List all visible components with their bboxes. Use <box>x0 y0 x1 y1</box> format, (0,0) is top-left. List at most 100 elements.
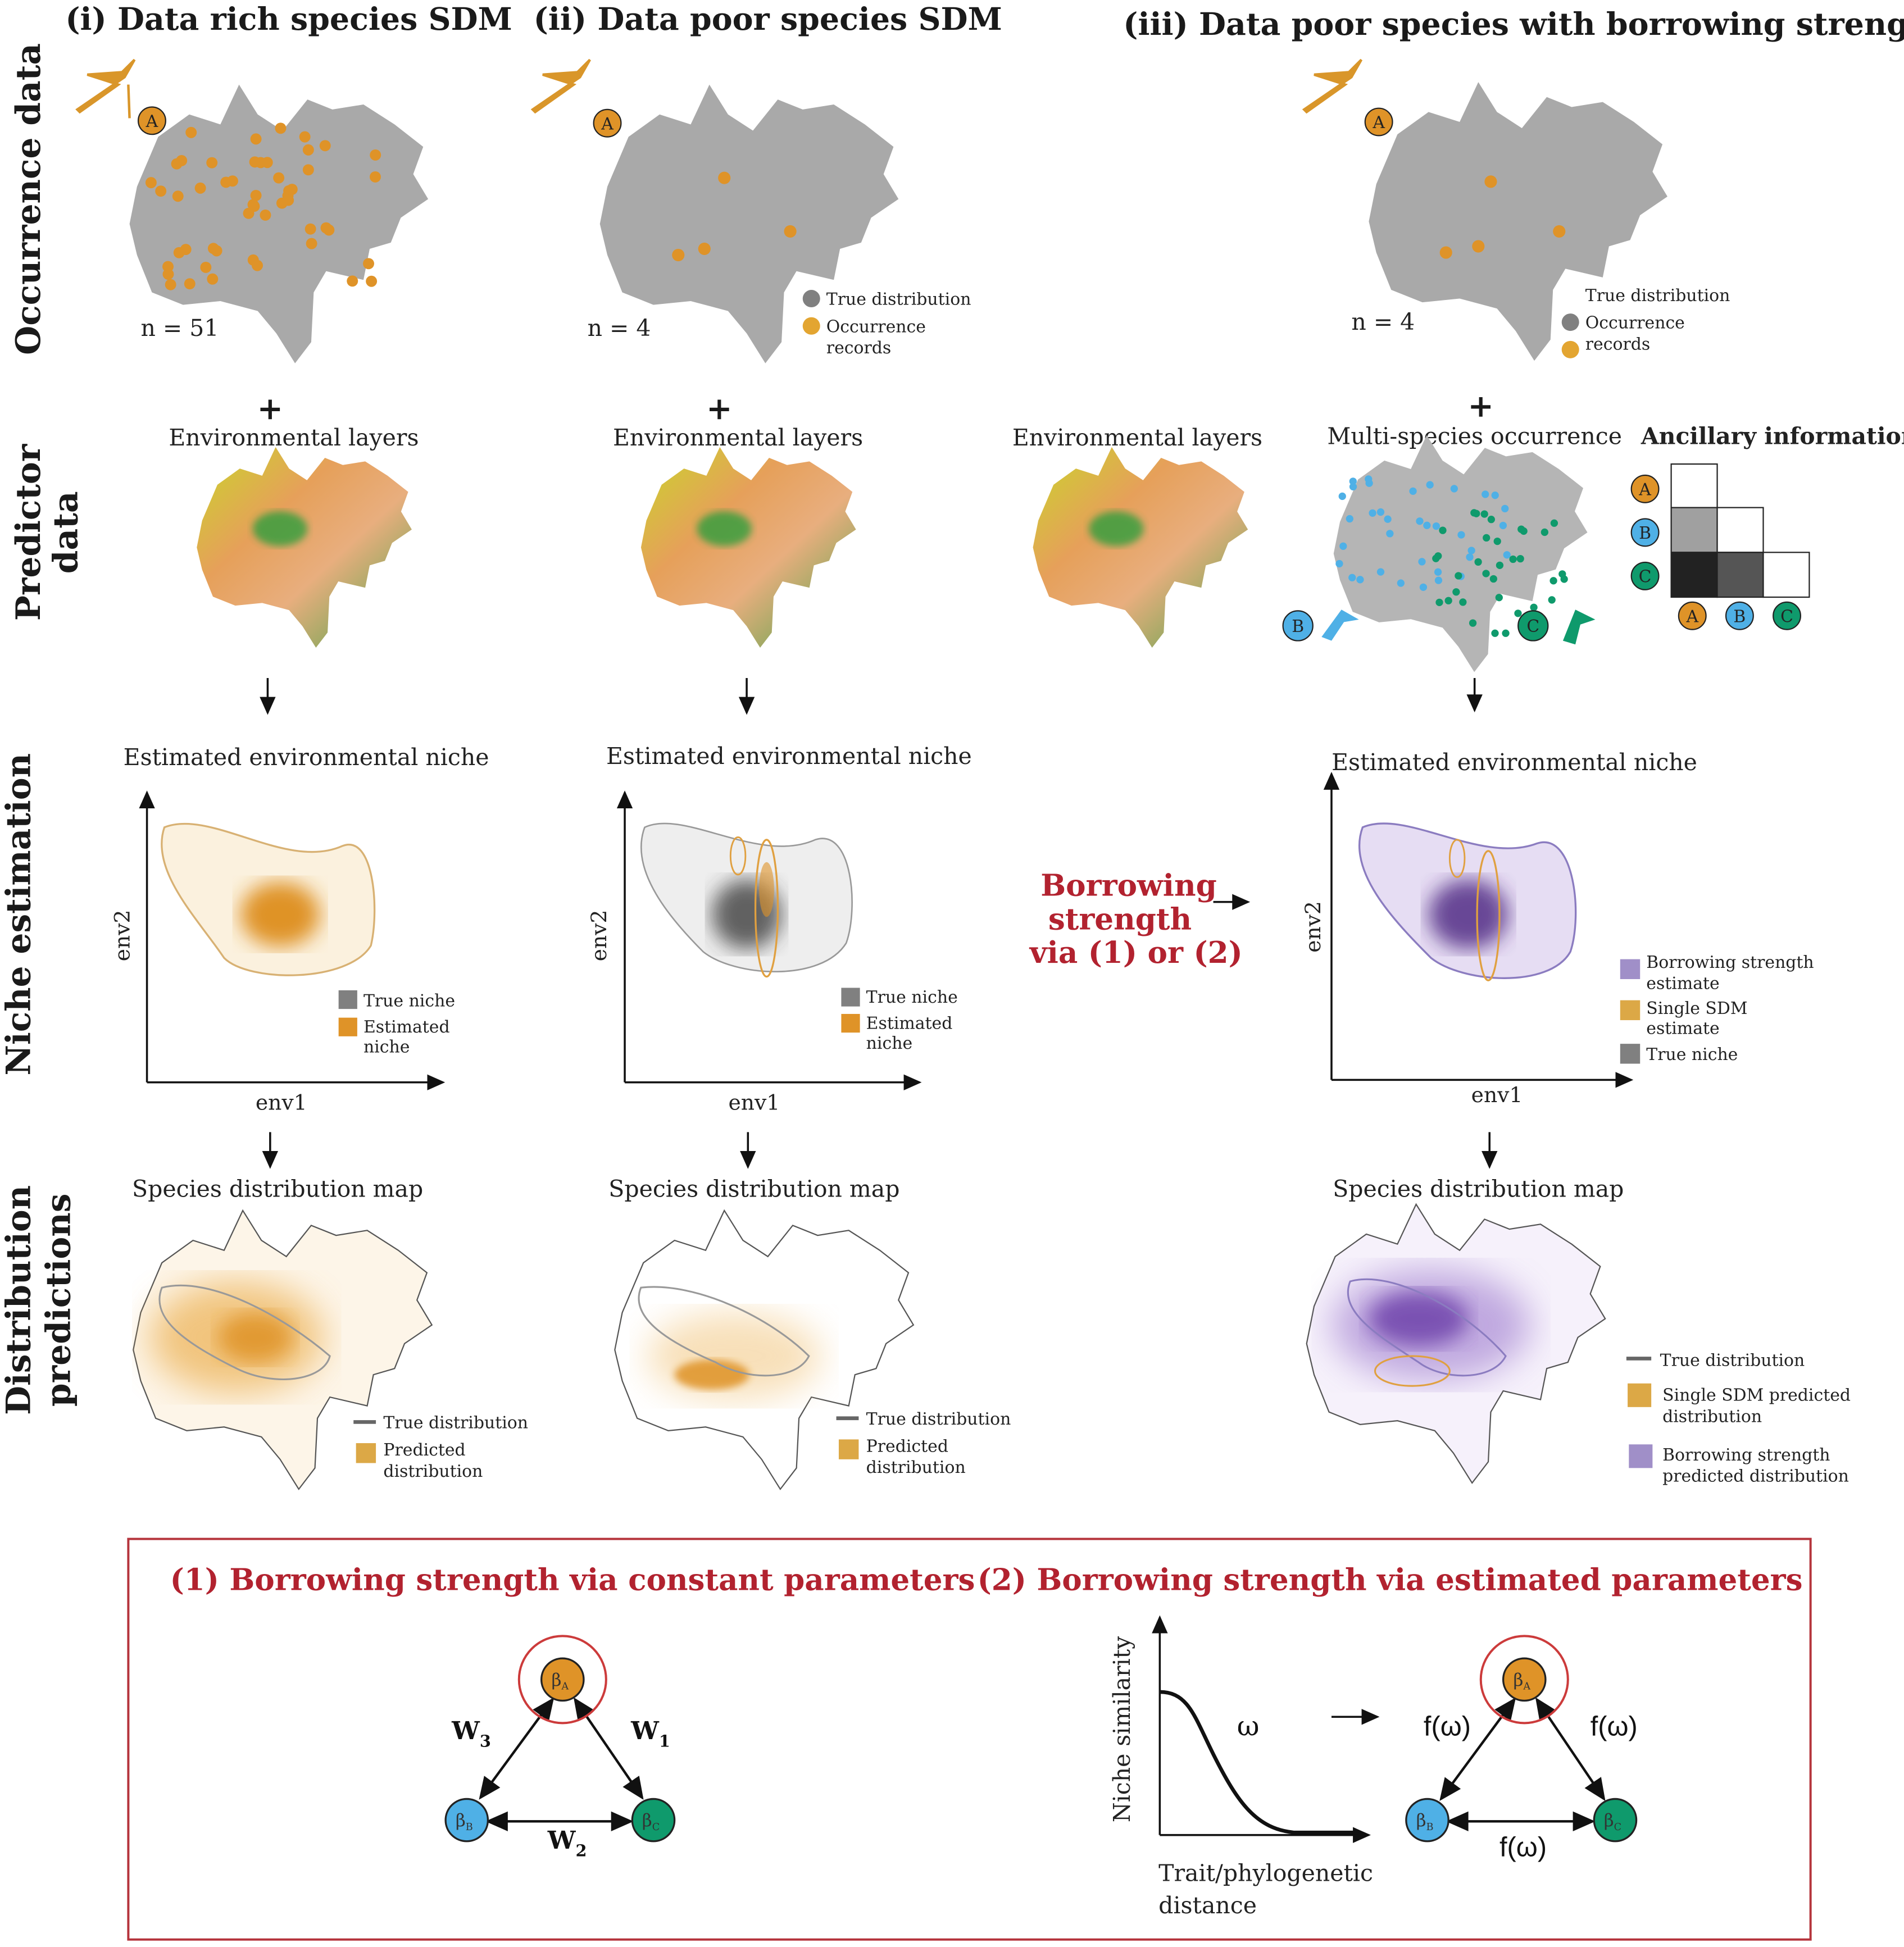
species-b-point <box>1356 576 1364 584</box>
species-a-letter: A <box>601 114 614 134</box>
species-c-point <box>1452 588 1460 596</box>
occurrence-point <box>194 182 206 194</box>
sample-size: n = 4 <box>1351 308 1415 335</box>
occurrence-point <box>302 144 314 156</box>
species-c-point <box>1530 603 1538 611</box>
species-b-point <box>1499 521 1507 530</box>
legend-label: Predicted <box>866 1437 948 1457</box>
occurrence-point <box>250 133 262 145</box>
focal-species-highlight <box>1479 1635 1569 1725</box>
row-label-niche: Niche estimation <box>0 753 38 1076</box>
species-c-point <box>1541 528 1549 536</box>
species-b-badge <box>1282 610 1314 642</box>
borrowing-text: Borrowing <box>1040 868 1217 903</box>
env-layers-label: Environmental layers <box>169 424 419 451</box>
species-b-point <box>1338 492 1346 501</box>
occurrence-point <box>206 157 218 169</box>
beta-a-node <box>1502 1657 1547 1702</box>
occurrence-point <box>200 261 212 273</box>
species-c-point <box>1439 526 1447 534</box>
legend-label: True niche <box>1646 1045 1738 1065</box>
occurrence-panel-ii: A n = 4 True distribution Occurrence rec… <box>530 58 971 363</box>
niche-title: Estimated environmental niche <box>124 744 489 771</box>
species-c-point <box>1480 510 1488 518</box>
env-layer-map <box>1033 447 1248 648</box>
borrowing-methods-box: (1) Borrowing strength via constant para… <box>127 1537 1812 1941</box>
env-layers-label: Environmental layers <box>1012 424 1262 451</box>
occurrence-point <box>366 275 378 287</box>
occurrence-point <box>1484 175 1497 188</box>
species-c-letter: C <box>1526 617 1539 636</box>
species-c-point <box>1550 519 1558 527</box>
occurrence-point <box>698 242 711 256</box>
occurrence-point <box>275 122 287 134</box>
species-b-point <box>1419 583 1428 591</box>
species-c-point <box>1474 558 1482 566</box>
legend-label: Borrowing strength <box>1646 953 1814 972</box>
species-a-badge <box>593 108 622 138</box>
species-c-point <box>1489 575 1497 583</box>
weight-w3: W3 <box>451 1716 491 1750</box>
species-b-point <box>1384 515 1392 523</box>
occurrence-point <box>247 199 259 211</box>
occurrence-point <box>319 140 331 152</box>
species-b-point <box>1369 509 1376 517</box>
occurrence-point <box>255 157 266 169</box>
beta-c-label: βC <box>642 1810 660 1833</box>
species-b-point <box>1339 542 1347 550</box>
legend-label: True distribution <box>1660 1351 1805 1371</box>
legend-label: niche <box>866 1034 912 1053</box>
species-b-point <box>1418 558 1426 566</box>
bird-icon <box>1302 58 1363 114</box>
occurrence-points <box>1439 175 1566 259</box>
legend-swatch-true-distribution <box>802 290 820 308</box>
species-b-point <box>1376 568 1385 576</box>
occurrence-point <box>145 177 157 189</box>
bird-c-icon <box>1562 609 1596 645</box>
column-title-ii: (ii) Data poor species SDM <box>534 1 1002 38</box>
x-axis-label: env1 <box>729 1090 780 1115</box>
occurrence-points <box>672 171 797 262</box>
borrowing-strength-note: Borrowing strength via (1) or (2) <box>1029 868 1251 970</box>
occurrence-point <box>299 131 311 143</box>
omega-label: ω <box>1237 1711 1260 1743</box>
species-b-point <box>1434 576 1443 584</box>
beta-c-node <box>1593 1798 1638 1843</box>
distribution-map-ii: True distribution Predicted distribution <box>614 1209 1011 1490</box>
niche-title: Estimated environmental niche <box>1332 749 1697 776</box>
species-c-point <box>1435 598 1443 607</box>
occurrence-point <box>173 247 185 258</box>
occurrence-point <box>363 258 374 270</box>
sample-size: n = 51 <box>141 315 219 342</box>
plus-sign: + <box>1468 388 1494 425</box>
species-c-point <box>1473 510 1480 517</box>
occurrence-panel-iii: A n = 4 True distribution Occurrence rec… <box>1302 58 1730 361</box>
occurrence-point <box>172 190 184 202</box>
species-c-point <box>1491 629 1499 637</box>
occurrence-point <box>1439 246 1452 259</box>
occurrence-point <box>220 176 232 188</box>
species-a-badge <box>1364 107 1393 137</box>
occurrence-point <box>273 172 285 184</box>
occurrence-point <box>1553 225 1566 238</box>
species-b-point <box>1466 553 1474 561</box>
species-c-point <box>1558 570 1566 578</box>
occurrence-panel-i: A n = 51 <box>75 58 429 363</box>
beta-c-node <box>631 1798 676 1843</box>
row-label-occurrence: Occurrence data <box>9 43 48 355</box>
legend-label: distribution <box>866 1458 966 1477</box>
species-b-point <box>1346 515 1353 523</box>
env-layer-map <box>197 447 412 648</box>
flow-arrows <box>260 678 1498 1169</box>
species-c-point <box>1482 570 1490 577</box>
legend-label: Occurrence <box>1585 313 1685 333</box>
species-b-point <box>1432 522 1441 530</box>
species-c-point <box>1455 572 1462 580</box>
occurrence-point <box>370 171 381 183</box>
occurrence-point <box>165 279 176 290</box>
species-c-point <box>1444 597 1452 604</box>
legend-label: True distribution <box>866 1409 1011 1429</box>
beta-b-node <box>444 1798 489 1843</box>
species-c-badge <box>1517 610 1549 642</box>
beta-c-label: βC <box>1604 1810 1621 1833</box>
